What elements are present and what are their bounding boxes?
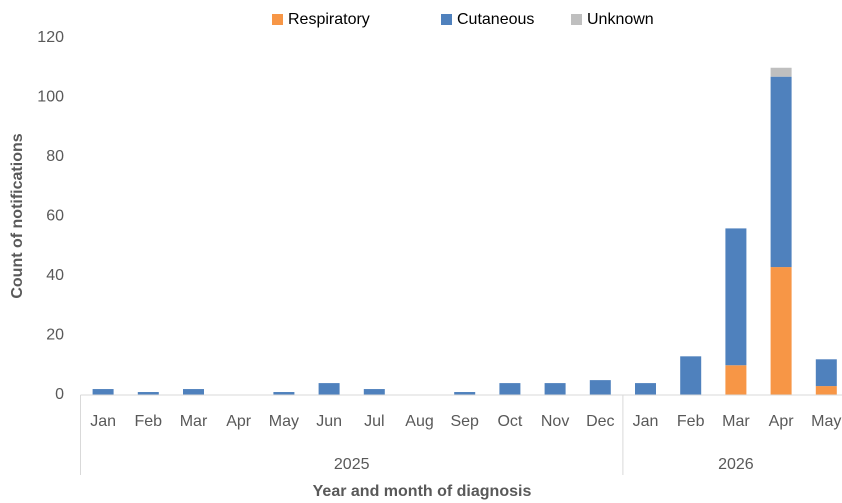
y-tick-label: 120 [37, 29, 64, 46]
bar-segment [815, 386, 837, 395]
bar-segment [363, 389, 385, 395]
legend-swatch [441, 14, 452, 25]
x-group-label: 2025 [334, 456, 370, 473]
bar-segment [544, 383, 566, 395]
y-tick-label: 20 [46, 327, 64, 344]
bar-segment [770, 76, 792, 268]
x-tick-label: Mar [180, 413, 208, 430]
legend-swatch [571, 14, 582, 25]
bar-segment [589, 380, 611, 395]
x-tick-label: Jun [316, 413, 342, 430]
x-tick-label: Apr [226, 413, 252, 430]
x-group-label: 2026 [718, 456, 754, 473]
legend-swatch [272, 14, 283, 25]
x-tick-label: Mar [722, 413, 750, 430]
bar-segment [273, 392, 295, 395]
x-tick-label: Apr [769, 413, 795, 430]
x-tick-label: Jan [90, 413, 116, 430]
x-tick-label: Jan [633, 413, 659, 430]
x-tick-label: Aug [405, 413, 433, 430]
bar-segment [680, 356, 702, 395]
x-tick-label: Oct [497, 413, 522, 430]
y-axis-title: Count of notifications [9, 133, 26, 298]
bar-segment [725, 228, 747, 366]
x-tick-label: May [811, 413, 841, 430]
x-tick-label: Sep [450, 413, 479, 430]
bar-segment [635, 383, 656, 395]
bar-segment [183, 389, 204, 395]
bar-segment [770, 267, 792, 395]
legend-label: Unknown [587, 11, 654, 28]
bar-segment [770, 67, 792, 77]
legend-label: Cutaneous [457, 11, 534, 28]
x-axis-title: Year and month of diagnosis [313, 483, 532, 500]
y-tick-label: 60 [46, 208, 64, 225]
bar-segment [92, 389, 114, 395]
x-tick-label: May [269, 413, 299, 430]
y-tick-label: 40 [46, 267, 64, 284]
x-tick-label: Nov [541, 413, 569, 430]
x-tick-label: Feb [677, 413, 705, 430]
bar-segment [815, 359, 837, 387]
bar-segment [318, 383, 340, 395]
bar-segment [499, 383, 521, 395]
bar-segment [725, 365, 747, 395]
y-tick-label: 100 [37, 89, 64, 106]
x-tick-label: Feb [135, 413, 163, 430]
bar-segment [137, 392, 159, 395]
bar-segment [454, 392, 476, 395]
x-tick-label: Dec [586, 413, 614, 430]
legend-label: Respiratory [288, 11, 370, 28]
y-tick-label: 80 [46, 148, 64, 165]
y-tick-label: 0 [55, 386, 64, 403]
x-tick-label: Jul [364, 413, 384, 430]
